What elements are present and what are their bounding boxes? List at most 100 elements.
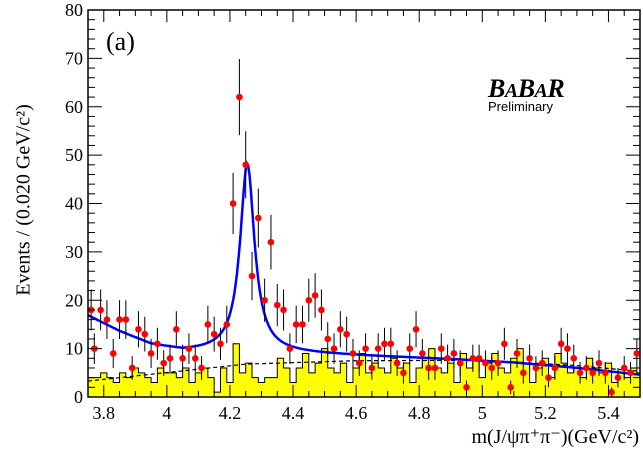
data-point: [583, 364, 590, 372]
data-point: [179, 355, 186, 362]
data-point: [570, 355, 578, 362]
x-tick-label: 3.8: [93, 403, 116, 423]
data-points: [87, 93, 641, 396]
data-point: [576, 369, 584, 377]
data-point: [545, 374, 552, 381]
data-point: [355, 359, 363, 367]
histogram-bin: [264, 377, 271, 397]
data-point: [154, 340, 161, 348]
x-tick-label: 4.4: [282, 403, 305, 423]
x-tick-label: 4.6: [345, 403, 368, 423]
histogram-bin: [580, 377, 587, 397]
data-point: [419, 350, 426, 357]
data-point: [564, 345, 571, 352]
data-point: [444, 355, 451, 362]
data-point: [494, 359, 502, 367]
fit-line: [87, 160, 640, 376]
data-point: [122, 316, 130, 323]
data-point: [273, 301, 281, 309]
data-point: [482, 359, 489, 367]
data-point: [97, 306, 104, 314]
y-tick-label: 70: [65, 48, 83, 68]
data-point: [236, 93, 243, 101]
histogram-bin: [624, 377, 631, 397]
histogram-bin: [466, 367, 473, 397]
data-point: [488, 364, 496, 372]
histogram-bin: [245, 363, 253, 397]
data-point: [242, 161, 250, 169]
histogram-bin: [182, 367, 189, 397]
histogram-bin: [573, 367, 581, 397]
data-point: [337, 325, 344, 333]
data-point: [318, 306, 325, 314]
data-point: [437, 345, 445, 352]
histogram-bin: [201, 367, 208, 397]
y-tick-label: 80: [65, 0, 83, 20]
histogram-bin: [327, 367, 335, 397]
data-point: [627, 369, 634, 377]
histogram-bin: [176, 377, 183, 397]
data-point: [374, 345, 382, 352]
y-tick-label: 0: [74, 387, 83, 407]
data-point: [475, 355, 483, 362]
data-point: [311, 292, 319, 299]
y-tick-label: 40: [65, 194, 83, 214]
data-point: [128, 364, 136, 372]
tick-labels: 3.8 4 4.2 4.4 4.6 4.8 5 5.2 5.4 0 10 20 30 40 50 60 70 80: [65, 0, 620, 423]
histogram-bin: [561, 363, 568, 397]
histogram-bin: [586, 358, 593, 397]
data-point: [501, 340, 508, 348]
histogram-bin: [371, 363, 379, 397]
histogram-bin: [352, 367, 360, 397]
x-tick-label: 5: [478, 403, 487, 423]
axis-ticks: [87, 9, 641, 398]
data-point: [412, 325, 420, 333]
data-point: [595, 359, 603, 367]
histogram-bin: [157, 367, 164, 397]
data-point: [393, 359, 401, 367]
fit-curve: [87, 160, 640, 376]
data-point: [210, 330, 218, 338]
histogram-bin: [258, 382, 265, 397]
histogram-bin: [611, 382, 618, 397]
data-point: [425, 364, 432, 372]
data-point: [229, 200, 237, 207]
data-point: [109, 350, 117, 357]
data-point: [116, 316, 123, 323]
data-point: [173, 325, 180, 333]
histogram-bin: [510, 358, 517, 397]
data-point: [198, 364, 205, 372]
histogram-bin: [592, 367, 599, 397]
data-point: [248, 272, 256, 280]
histogram-bin: [472, 358, 480, 397]
data-point: [608, 388, 615, 396]
data-point: [343, 330, 350, 338]
data-point: [147, 350, 155, 357]
data-point: [299, 321, 306, 328]
histogram-bin: [523, 363, 530, 397]
y-tick-label: 10: [65, 339, 83, 359]
x-axis-title: m(J/ψπ⁺π⁻)(GeV/c²): [471, 426, 639, 448]
histogram-bin: [630, 367, 637, 397]
data-point: [261, 296, 268, 304]
data-point: [255, 214, 262, 222]
data-point: [362, 345, 369, 352]
histogram-bin: [138, 372, 145, 397]
plot-frame: [87, 9, 641, 398]
data-point: [135, 325, 142, 333]
y-tick-label: 60: [65, 97, 83, 117]
histogram-bin: [453, 382, 461, 397]
histogram-bin: [270, 377, 278, 397]
histogram-bin: [220, 367, 227, 397]
data-point: [141, 330, 149, 338]
data-point: [456, 359, 464, 367]
data-point: [166, 355, 174, 362]
histogram-bin: [239, 372, 246, 397]
histogram-bin: [214, 392, 221, 397]
histogram-bin: [491, 353, 499, 397]
histogram-bin: [94, 377, 101, 397]
data-point: [633, 350, 641, 357]
histogram-bin: [365, 372, 372, 397]
histogram-bin: [636, 372, 640, 397]
histogram-bin: [397, 367, 404, 397]
